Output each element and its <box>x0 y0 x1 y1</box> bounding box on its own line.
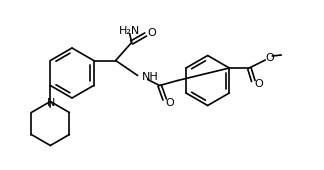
Text: O: O <box>265 53 274 63</box>
Text: H₂N: H₂N <box>119 26 140 36</box>
Text: O: O <box>254 79 263 89</box>
Text: N: N <box>47 98 55 108</box>
Text: O: O <box>147 29 156 38</box>
Text: O: O <box>165 98 174 107</box>
Text: NH: NH <box>142 72 158 81</box>
